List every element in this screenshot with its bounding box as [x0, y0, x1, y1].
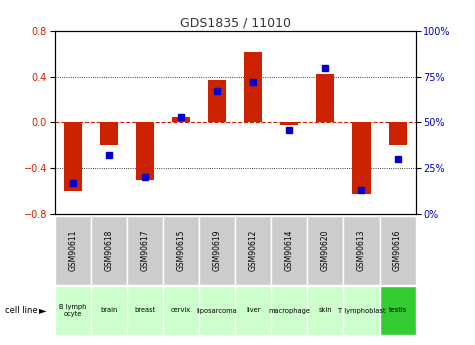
Bar	[91, 216, 127, 285]
Text: GSM90611: GSM90611	[68, 229, 77, 271]
Bar	[91, 286, 127, 335]
Text: GSM90616: GSM90616	[393, 229, 402, 271]
Bar	[343, 286, 380, 335]
Bar	[55, 216, 91, 285]
Text: GSM90617: GSM90617	[141, 229, 149, 271]
Text: GSM90619: GSM90619	[213, 229, 221, 271]
Bar	[199, 216, 235, 285]
Bar	[55, 286, 91, 335]
Text: GSM90614: GSM90614	[285, 229, 294, 271]
Bar	[199, 286, 235, 335]
Bar	[136, 122, 154, 180]
Bar	[280, 122, 298, 125]
Bar	[208, 80, 226, 122]
Text: T lymphoblast: T lymphoblast	[338, 307, 385, 314]
Bar	[307, 216, 343, 285]
Bar	[172, 117, 190, 122]
Bar	[163, 216, 199, 285]
Bar	[244, 52, 262, 122]
Bar	[235, 286, 271, 335]
Bar	[100, 122, 118, 145]
Text: GSM90612: GSM90612	[249, 229, 257, 271]
Text: testis: testis	[389, 307, 407, 314]
Bar	[316, 75, 334, 122]
Text: skin: skin	[319, 307, 332, 314]
Text: breast: breast	[134, 307, 155, 314]
Bar	[127, 216, 163, 285]
Text: GSM90613: GSM90613	[357, 229, 366, 271]
Bar	[64, 122, 82, 191]
Text: brain: brain	[100, 307, 117, 314]
Text: GSM90618: GSM90618	[104, 229, 113, 271]
Bar	[307, 286, 343, 335]
Bar	[343, 216, 380, 285]
Bar	[127, 286, 163, 335]
Text: GSM90615: GSM90615	[177, 229, 185, 271]
Bar	[380, 286, 416, 335]
Bar	[352, 122, 370, 195]
Bar	[380, 216, 416, 285]
Text: liposarcoma: liposarcoma	[197, 307, 238, 314]
Bar	[271, 216, 307, 285]
Bar	[235, 216, 271, 285]
Text: GSM90620: GSM90620	[321, 229, 330, 271]
Text: liver: liver	[246, 307, 260, 314]
Bar	[389, 122, 407, 145]
Text: B lymph
ocyte: B lymph ocyte	[59, 304, 86, 317]
Bar	[271, 286, 307, 335]
Text: ►: ►	[39, 306, 47, 315]
Text: cervix: cervix	[171, 307, 191, 314]
Title: GDS1835 / 11010: GDS1835 / 11010	[180, 17, 291, 30]
Text: macrophage: macrophage	[268, 307, 310, 314]
Text: cell line: cell line	[5, 306, 38, 315]
Bar	[163, 286, 199, 335]
